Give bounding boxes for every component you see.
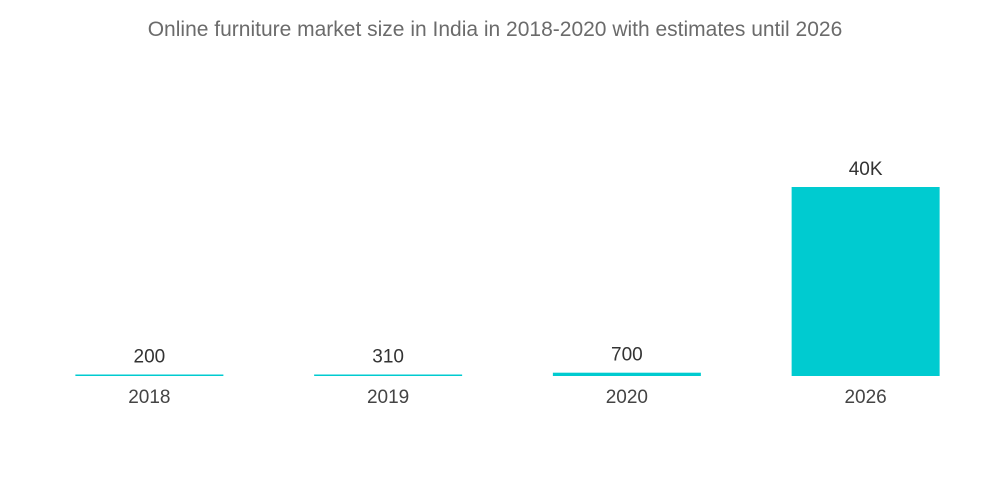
value-label-2020: 700 [611,345,643,366]
x-tick-label-2018: 2018 [128,387,170,408]
bar-2026 [791,187,940,376]
value-label-2026: 40K [849,159,883,180]
value-label-2018: 200 [134,347,166,368]
bar-2019 [314,374,463,376]
x-tick-label-2026: 2026 [844,387,886,408]
value-label-2019: 310 [372,347,404,368]
bar-2020 [552,372,701,376]
x-tick-label-2020: 2020 [606,387,648,408]
chart-title: Online furniture market size in India in… [147,18,843,41]
bar-2018 [75,374,224,376]
x-tick-label-2019: 2019 [367,387,409,408]
